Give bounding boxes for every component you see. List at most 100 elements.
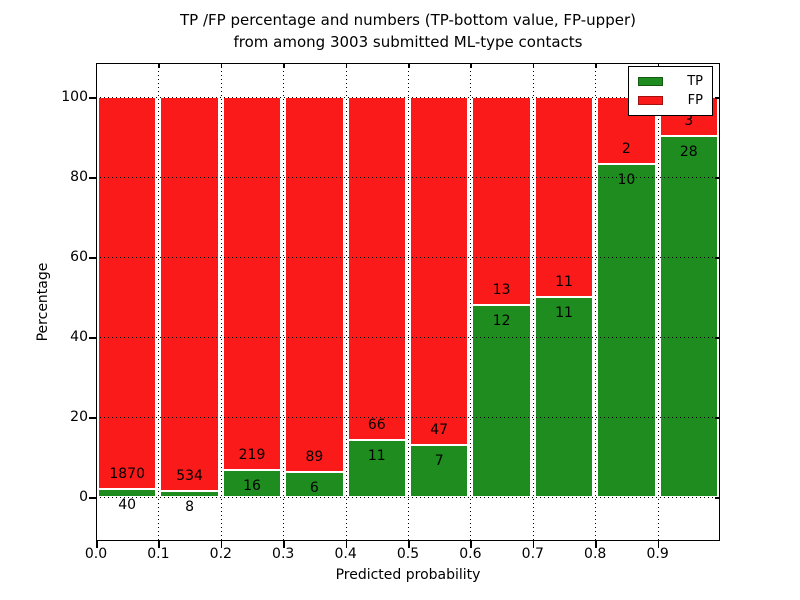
fp-bar-segment (98, 97, 157, 489)
fp-count-label: 47 (430, 422, 449, 439)
y-tick (89, 417, 96, 419)
y-tick-label: 40 (70, 329, 88, 345)
fp-count-label: 2 (621, 140, 631, 157)
legend-label-fp: FP (687, 93, 703, 109)
tp-count-label: 16 (243, 477, 261, 494)
y-tick (89, 177, 96, 179)
y-tick-label: 0 (79, 489, 88, 505)
stacked-bar (347, 63, 406, 541)
top-tick (470, 63, 472, 68)
fp-count-label: 1870 (109, 465, 146, 482)
tp-bar-segment (347, 439, 406, 497)
legend: TP FP (628, 66, 713, 116)
tp-bar-segment (659, 135, 718, 497)
x-tick (96, 541, 98, 548)
fp-bar-segment (472, 97, 531, 305)
x-tick (470, 541, 472, 548)
x-tick (408, 541, 410, 548)
v-gridline (532, 63, 534, 541)
tp-count-label: 11 (555, 305, 573, 321)
tp-count-label: 40 (118, 496, 137, 513)
stacked-bar (285, 63, 344, 541)
fp-bar-segment (534, 97, 594, 297)
v-gridline (657, 63, 659, 541)
chart-title: TP /FP percentage and numbers (TP-bottom… (96, 9, 720, 53)
x-tick-label: 0.4 (334, 546, 357, 562)
tp-count-label: 12 (492, 313, 511, 329)
plot-area: 1870 40 534 8 219 16 89 6 66 11 47 7 13 12 11 11 2 10 3 28 (96, 63, 720, 541)
tp-count-label: 7 (434, 453, 444, 470)
v-gridline (283, 63, 285, 541)
stacked-bar (98, 63, 157, 541)
fp-bar-segment (160, 97, 219, 492)
fp-count-label: 3 (684, 112, 694, 129)
x-tick (657, 541, 660, 548)
chart-title-line2: from among 3003 submitted ML-type contac… (233, 33, 583, 51)
fp-count-label: 89 (305, 448, 324, 465)
x-tick (158, 541, 160, 548)
stacked-bar (659, 63, 718, 541)
y-tick (89, 497, 96, 499)
top-tick (657, 63, 660, 68)
tp-bar-segment (410, 445, 469, 497)
x-tick-label: 0.0 (84, 546, 108, 562)
tp-bar-segment (98, 488, 157, 497)
x-tick-label: 0.7 (521, 546, 544, 562)
stacked-bar (410, 63, 469, 541)
y-tick-label: 20 (70, 409, 88, 425)
top-tick (158, 63, 160, 68)
legend-row-fp: FP (638, 93, 703, 108)
fp-bar-segment (222, 97, 282, 470)
stacked-bar (160, 63, 219, 541)
tp-count-label: 11 (367, 447, 386, 464)
tp-bar-segment (597, 163, 656, 497)
top-tick (220, 63, 223, 68)
tp-bar-segment (472, 305, 531, 497)
tp-count-label: 10 (617, 171, 636, 188)
chart-title-line1: TP /FP percentage and numbers (TP-bottom… (180, 11, 636, 29)
fp-count-label: 219 (238, 446, 266, 463)
y-tick-label: 80 (70, 169, 88, 185)
fp-bar-segment (285, 97, 344, 472)
x-tick (283, 541, 285, 548)
y-tick (89, 257, 96, 259)
tp-swatch-icon (638, 76, 663, 86)
x-tick-label: 0.9 (646, 546, 669, 562)
tp-count-label: 6 (309, 479, 319, 496)
x-tick-label: 0.2 (209, 546, 232, 562)
tp-count-label: 28 (679, 143, 698, 160)
v-gridline (470, 63, 472, 541)
x-tick (595, 541, 597, 548)
x-tick-label: 0.1 (147, 546, 170, 562)
v-gridline (345, 63, 347, 541)
x-tick-label: 0.6 (459, 546, 482, 562)
stacked-bar (472, 63, 531, 541)
tp-bar-segment (534, 297, 594, 497)
stacked-bar (222, 63, 282, 541)
top-tick (283, 63, 285, 68)
v-gridline (408, 63, 409, 541)
v-gridline (158, 63, 160, 541)
x-tick (220, 541, 223, 548)
right-tick (715, 417, 720, 419)
fp-count-label: 11 (555, 274, 573, 290)
right-tick (715, 337, 720, 339)
tp-bar-segment (222, 469, 282, 497)
y-tick-label: 60 (70, 249, 88, 265)
fp-count-label: 66 (367, 416, 386, 433)
x-tick-label: 0.5 (396, 546, 420, 562)
y-tick-label: 100 (61, 89, 88, 105)
tp-count-label: 8 (185, 499, 195, 516)
top-tick (595, 63, 597, 68)
right-tick (715, 497, 720, 499)
tp-bar-segment (285, 471, 344, 497)
fp-count-label: 13 (492, 282, 511, 298)
stacked-bar (534, 63, 594, 541)
legend-row-tp: TP (638, 74, 703, 89)
fp-swatch-icon (638, 96, 663, 106)
top-tick (408, 63, 410, 68)
right-tick (715, 257, 720, 259)
v-gridline (595, 63, 597, 541)
v-gridline (220, 63, 222, 541)
